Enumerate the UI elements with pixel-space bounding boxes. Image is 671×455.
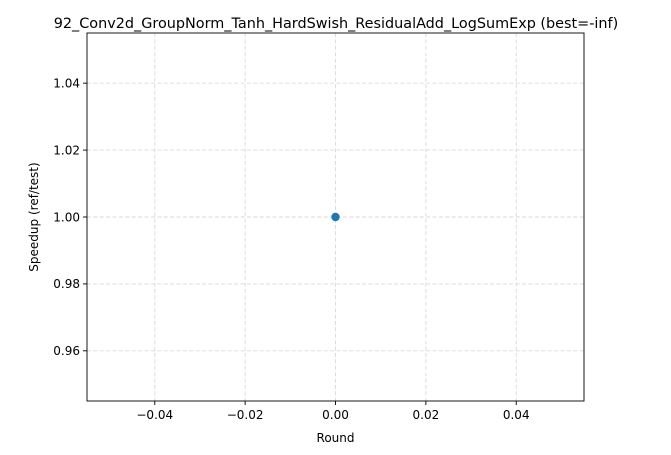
x-tick-label: 0.00 (322, 408, 349, 422)
data-layer (331, 212, 340, 222)
x-tick-label: −0.04 (136, 408, 173, 422)
y-tick-label: 1.04 (53, 76, 80, 90)
y-tick-label: 0.96 (53, 344, 80, 358)
tick-layer: −0.04 −0.02 0.00 0.02 0.04 0.96 0.98 1.00 1.02 1.… (53, 76, 529, 422)
x-tick-label: 0.04 (503, 408, 530, 422)
y-axis-label: Speedup (ref/test) (27, 162, 41, 271)
x-axis-label: Round (317, 431, 355, 445)
y-tick-label: 0.98 (53, 277, 80, 291)
data-point (331, 212, 340, 222)
grid-layer (87, 33, 584, 401)
x-tick-label: 0.02 (413, 408, 440, 422)
chart-title: 92_Conv2d_GroupNorm_Tanh_HardSwish_Resid… (54, 16, 618, 32)
y-tick-label: 1.02 (53, 143, 80, 157)
y-tick-label: 1.00 (53, 210, 80, 224)
x-tick-label: −0.02 (227, 408, 264, 422)
